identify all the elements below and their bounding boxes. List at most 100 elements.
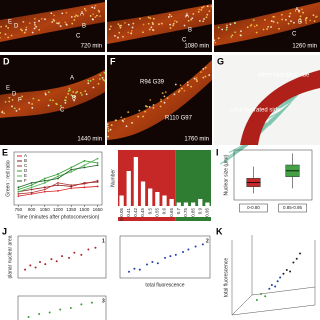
point <box>264 295 267 298</box>
x-tick-label: 0.95 <box>205 208 210 217</box>
region-strip <box>118 217 176 221</box>
point <box>43 186 46 189</box>
marker-label: A <box>70 76 74 82</box>
timestamp: 720 min <box>81 44 102 50</box>
nucleus <box>1 111 4 114</box>
marker-label: C <box>182 38 187 44</box>
nucleus <box>91 6 94 9</box>
nucleus <box>10 34 13 37</box>
point <box>295 257 298 260</box>
marker-label: B <box>72 96 76 102</box>
nucleus <box>172 24 174 27</box>
nucleus <box>109 128 112 131</box>
nucleus <box>170 15 173 18</box>
root-hair <box>272 101 292 122</box>
nucleus <box>153 17 155 20</box>
nucleus <box>183 89 186 92</box>
point <box>94 246 97 249</box>
panel-number: 2 <box>206 238 209 244</box>
nucleus <box>293 21 295 24</box>
nucleus <box>210 5 213 8</box>
nucleus <box>51 21 54 23</box>
nucleus <box>131 26 134 29</box>
x-tick-label: 1650 <box>93 207 104 212</box>
nucleus <box>122 120 125 123</box>
nucleus <box>313 20 316 23</box>
nucleus <box>204 66 207 69</box>
nucleus <box>4 33 7 36</box>
nucleus <box>118 31 121 34</box>
point <box>70 166 73 169</box>
region-strip <box>175 217 211 221</box>
nucleus <box>167 16 170 18</box>
nucleus <box>89 15 92 17</box>
point <box>43 182 46 184</box>
x-tick-label: 1500 <box>79 207 90 212</box>
x-tick-label: 1200 <box>53 207 64 212</box>
nucleus <box>33 21 36 24</box>
nucleus <box>49 99 52 101</box>
nucleus <box>200 8 203 11</box>
nucleus <box>20 28 22 31</box>
nucleus <box>273 15 276 18</box>
nucleus <box>38 28 41 31</box>
nucleus <box>304 19 307 22</box>
marker-label: A <box>185 14 189 20</box>
nucleus <box>56 22 58 25</box>
nucleus <box>197 10 200 13</box>
point <box>279 276 282 279</box>
point <box>44 263 47 266</box>
nucleus <box>208 10 211 13</box>
axis-box <box>231 235 316 316</box>
marker-label: C <box>60 108 65 114</box>
nucleus <box>148 106 151 108</box>
nucleus <box>195 78 198 81</box>
marker-label: B <box>298 20 302 26</box>
nucleus <box>190 85 193 88</box>
x-tick-label: 0.75 <box>183 208 188 217</box>
nucleus <box>117 36 119 39</box>
nucleus <box>73 19 76 21</box>
nucleus <box>152 106 155 109</box>
nucleus <box>226 24 228 27</box>
point <box>151 261 154 264</box>
marker-label: C <box>292 32 297 38</box>
nucleus <box>252 19 255 21</box>
timestamp: 1080 min <box>184 44 209 50</box>
nucleus <box>127 111 130 114</box>
nucleus <box>305 22 308 24</box>
nucleus <box>108 28 111 31</box>
nucleus <box>33 17 36 20</box>
nucleus <box>298 10 300 13</box>
nucleus <box>148 28 151 31</box>
nucleus <box>53 19 56 22</box>
nucleus <box>147 16 150 19</box>
point <box>24 268 27 271</box>
nucleus <box>173 93 176 96</box>
nucleus <box>61 12 64 15</box>
point <box>50 258 53 261</box>
nucleus <box>68 87 71 90</box>
nucleus <box>198 8 201 11</box>
nucleus <box>281 18 284 21</box>
nucleus <box>47 104 50 107</box>
nucleus <box>151 21 154 24</box>
nucleus <box>206 13 209 16</box>
nucleus <box>208 74 211 76</box>
nucleus <box>31 103 34 105</box>
nucleus <box>107 135 110 138</box>
z-axis-label: total fluorescence <box>223 258 229 297</box>
nucleus <box>267 25 270 28</box>
x-tick-label: 0.5 <box>147 208 152 215</box>
nucleus <box>118 25 121 27</box>
point <box>156 262 159 265</box>
marker-label: B <box>82 24 86 30</box>
nucleus <box>87 79 90 82</box>
nucleus <box>246 26 249 29</box>
nucleus <box>124 21 126 24</box>
nucleus <box>202 20 205 23</box>
category-box <box>278 203 307 213</box>
nucleus <box>187 19 190 22</box>
nucleus <box>142 115 144 118</box>
nucleus <box>92 13 95 16</box>
